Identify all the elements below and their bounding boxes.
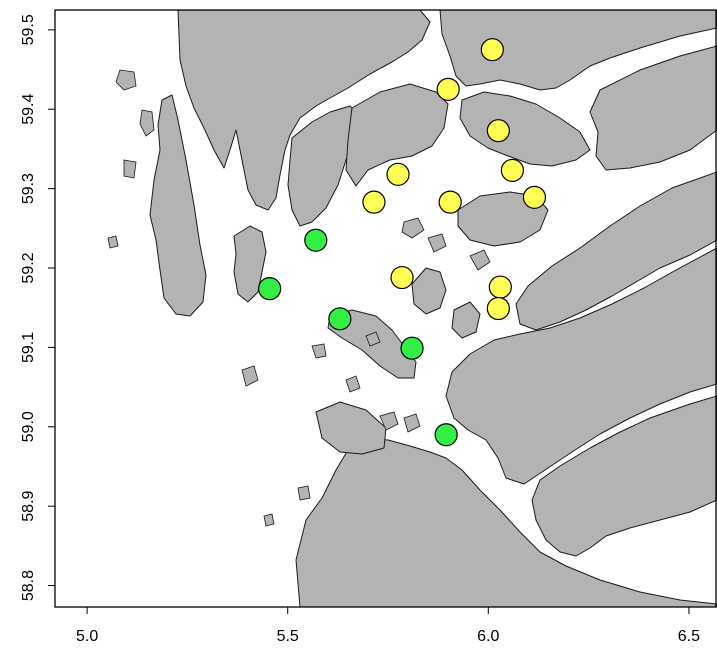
yellow-station-point bbox=[390, 265, 414, 290]
land-central-north bbox=[345, 83, 449, 187]
y-tick-label: 59.0 bbox=[20, 411, 37, 442]
yellow-station-point bbox=[436, 77, 460, 101]
yellow-station-point bbox=[438, 190, 462, 214]
yellow-station-point bbox=[486, 296, 510, 321]
land-island-d bbox=[451, 301, 481, 339]
yellow-station-point bbox=[386, 162, 410, 186]
land-islet bbox=[115, 69, 137, 91]
axes: 5.0 5.5 6.0 6.5 58.8 58.9 59.0 59.1 59.2 59.3 59.4… bbox=[20, 14, 700, 645]
y-tick-label: 58.8 bbox=[20, 570, 37, 601]
stations bbox=[258, 38, 547, 447]
x-tick-label: 6.5 bbox=[678, 628, 700, 645]
land-north-point bbox=[287, 105, 361, 227]
land-islet bbox=[401, 217, 425, 239]
land-central-north-2 bbox=[459, 91, 591, 167]
land-south bbox=[295, 437, 717, 607]
land-east bbox=[515, 171, 717, 331]
land-islet bbox=[379, 411, 399, 431]
land-islet bbox=[139, 109, 155, 137]
x-tick-label: 5.5 bbox=[277, 628, 299, 645]
land-islet bbox=[311, 343, 327, 359]
plot-frame bbox=[54, 9, 717, 608]
land-south-west bbox=[315, 401, 387, 455]
green-station-point bbox=[304, 228, 328, 252]
land-island-a bbox=[233, 225, 267, 303]
land-east-mainland bbox=[445, 247, 717, 485]
yellow-station-point bbox=[488, 275, 512, 299]
yellow-station-point bbox=[522, 185, 547, 209]
land-islet bbox=[123, 159, 137, 179]
land-southeast bbox=[531, 395, 717, 557]
land-northeast bbox=[439, 10, 717, 91]
plot-area bbox=[55, 10, 717, 607]
land-northeast-2 bbox=[589, 45, 717, 171]
land-islet bbox=[403, 413, 421, 433]
x-tick-label: 5.0 bbox=[76, 628, 98, 645]
land-islet bbox=[365, 331, 381, 347]
land-islet bbox=[345, 375, 361, 393]
y-tick-label: 59.3 bbox=[20, 173, 37, 204]
land-islet bbox=[107, 235, 119, 249]
land-east-island bbox=[457, 191, 549, 247]
y-tick-label: 59.2 bbox=[20, 252, 37, 283]
yellow-station-point bbox=[500, 158, 524, 182]
green-station-point bbox=[328, 307, 352, 331]
x-tick-label: 6.0 bbox=[477, 628, 499, 645]
y-tick-label: 58.9 bbox=[20, 491, 37, 522]
land-north bbox=[177, 10, 431, 211]
land-island-c bbox=[411, 267, 447, 315]
land-islet bbox=[427, 233, 447, 253]
land-islet bbox=[297, 485, 311, 501]
green-station-point bbox=[434, 423, 458, 447]
yellow-station-point bbox=[486, 119, 510, 143]
yellow-station-point bbox=[480, 38, 504, 62]
land-islet bbox=[469, 249, 491, 271]
land-west-island bbox=[149, 94, 207, 317]
land-islet bbox=[263, 513, 275, 527]
y-tick-label: 59.4 bbox=[20, 94, 37, 125]
green-station-point bbox=[400, 336, 424, 360]
land-islet bbox=[241, 365, 259, 387]
y-tick-label: 59.1 bbox=[20, 332, 37, 363]
y-tick-label: 59.5 bbox=[20, 14, 37, 45]
yellow-station-point bbox=[362, 190, 386, 214]
green-station-point bbox=[258, 277, 282, 301]
